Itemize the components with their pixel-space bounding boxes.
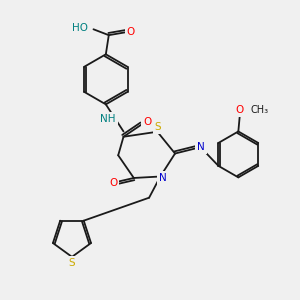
Text: N: N — [159, 173, 167, 183]
Text: NH: NH — [100, 114, 116, 124]
Text: O: O — [127, 27, 135, 37]
Text: CH₃: CH₃ — [251, 105, 269, 115]
Text: O: O — [143, 117, 151, 127]
Text: S: S — [69, 258, 75, 268]
Text: S: S — [154, 122, 161, 132]
Text: O: O — [236, 105, 244, 115]
Text: HO: HO — [72, 23, 88, 33]
Text: O: O — [109, 178, 117, 188]
Text: N: N — [197, 142, 205, 152]
